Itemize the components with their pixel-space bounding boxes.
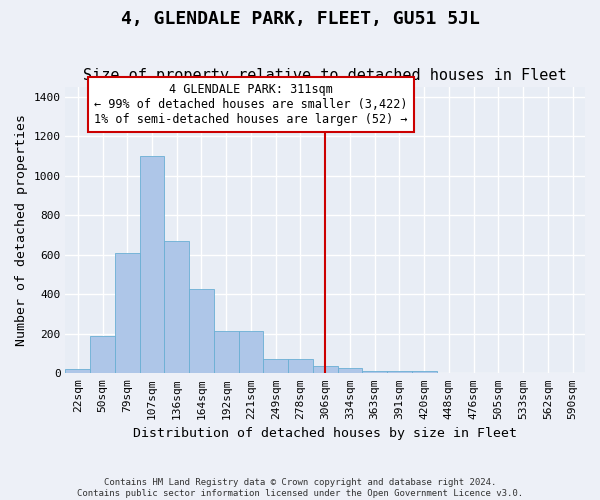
Bar (239, 331, 263, 374)
Bar (387, 372, 412, 374)
Bar (214, 331, 239, 374)
Title: Size of property relative to detached houses in Fleet: Size of property relative to detached ho… (83, 68, 567, 83)
Bar (90, 336, 115, 374)
X-axis label: Distribution of detached houses by size in Fleet: Distribution of detached houses by size … (133, 427, 517, 440)
Bar (115, 253, 140, 374)
Bar (338, 368, 362, 374)
Bar (362, 372, 387, 374)
Bar (263, 360, 288, 374)
Y-axis label: Number of detached properties: Number of detached properties (15, 114, 28, 346)
Bar (288, 360, 313, 374)
Bar (412, 372, 437, 374)
Bar (313, 366, 338, 374)
Text: 4, GLENDALE PARK, FLEET, GU51 5JL: 4, GLENDALE PARK, FLEET, GU51 5JL (121, 10, 479, 28)
Text: 4 GLENDALE PARK: 311sqm
← 99% of detached houses are smaller (3,422)
1% of semi-: 4 GLENDALE PARK: 311sqm ← 99% of detache… (94, 83, 408, 126)
Bar (189, 290, 214, 374)
Bar (140, 156, 164, 374)
Bar (65, 369, 90, 374)
Text: Contains HM Land Registry data © Crown copyright and database right 2024.
Contai: Contains HM Land Registry data © Crown c… (77, 478, 523, 498)
Bar (164, 241, 189, 374)
